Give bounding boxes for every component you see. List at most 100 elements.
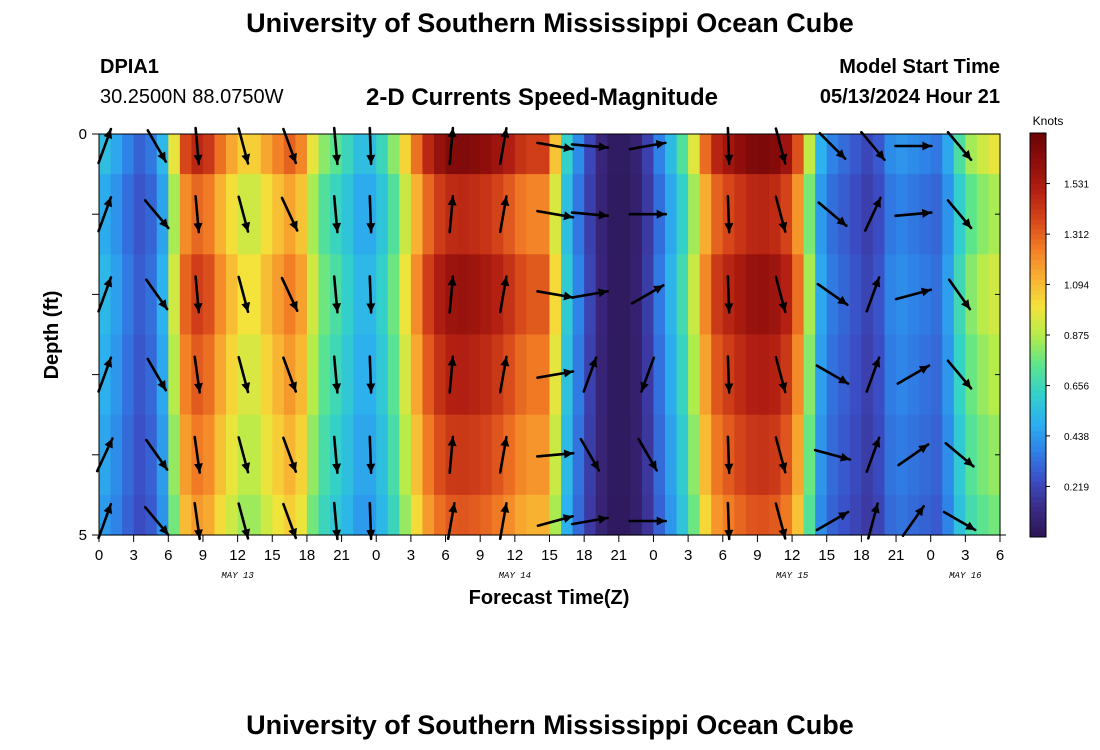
heatmap-cell	[272, 414, 285, 496]
heatmap-cell	[988, 254, 1001, 336]
heatmap-cell	[341, 134, 354, 175]
current-vector	[865, 436, 881, 474]
heatmap-cell	[526, 414, 539, 496]
current-vector	[815, 510, 850, 532]
heatmap-cell	[896, 134, 909, 175]
x-tick-label: 3	[684, 547, 692, 564]
colorbar-tick-label: 0.875	[1064, 331, 1089, 342]
heatmap-cell	[757, 174, 770, 255]
heatmap-cell	[226, 254, 239, 336]
heatmap-cell	[214, 174, 227, 255]
current-vector	[947, 278, 972, 311]
heatmap-cell	[133, 494, 146, 536]
colorbar-segment	[1030, 531, 1046, 538]
heatmap-cell	[468, 414, 481, 496]
heatmap-cell	[942, 414, 955, 496]
heatmap-cell	[930, 254, 943, 336]
colorbar-segment	[1030, 279, 1046, 285]
heatmap-cell	[537, 254, 551, 336]
heatmap-cell	[295, 334, 308, 416]
colorbar-segment	[1030, 375, 1046, 381]
current-vector	[193, 435, 203, 474]
x-axis: 0 3 6 9 12 15 18 21 0 3 6 9 12 15 18 21 0 3 6 9 12 15 18 21 0 3 6 M…	[95, 534, 1006, 581]
heatmap-cell	[514, 134, 527, 175]
heatmap-cell	[537, 134, 551, 175]
heatmap-cell	[433, 334, 447, 416]
heatmap-cell	[768, 254, 782, 336]
colorbar-segment	[1030, 228, 1046, 235]
station-coordinates: 30.2500N 88.0750W	[100, 86, 284, 108]
heatmap-cell	[688, 494, 701, 536]
heatmap-cell	[768, 414, 782, 496]
colorbar-segment	[1030, 314, 1046, 321]
heatmap-cell	[780, 414, 793, 496]
date-label: MAY 15	[776, 571, 809, 581]
heatmap-cell	[803, 334, 816, 416]
heatmap-cell	[249, 494, 262, 536]
heatmap-cell	[745, 134, 759, 175]
heatmap-cell	[665, 334, 678, 416]
heatmap-cell	[919, 494, 932, 536]
colorbar-segment	[1030, 304, 1046, 311]
heatmap-cell	[803, 174, 816, 255]
heatmap-cell	[156, 254, 169, 336]
current-vector	[366, 355, 376, 394]
colorbar-segment	[1030, 390, 1046, 397]
heatmap-cell	[849, 134, 862, 175]
current-vector	[897, 443, 930, 467]
heatmap-cell	[699, 134, 712, 175]
current-vector	[863, 196, 882, 232]
current-vector	[446, 501, 458, 541]
heatmap-cell	[491, 334, 504, 416]
y-axis-label: Depth (ft)	[41, 291, 63, 380]
heatmap-cell	[433, 254, 447, 336]
heatmap-cell	[815, 254, 828, 336]
heatmap-cell	[202, 494, 216, 536]
heatmap-cell	[318, 254, 331, 336]
heatmap-cell	[930, 334, 943, 416]
heatmap-cell	[953, 494, 966, 536]
current-vector	[146, 129, 168, 163]
colorbar-segment	[1030, 158, 1046, 164]
heatmap-cell	[457, 134, 470, 175]
heatmap-cell	[295, 414, 308, 496]
current-vector	[498, 355, 510, 394]
model-start-value: 05/13/2024 Hour 21	[819, 86, 1000, 108]
heatmap-cell	[665, 254, 678, 336]
heatmap-cell	[179, 134, 193, 175]
heatmap-cell	[526, 334, 539, 416]
current-vector	[332, 435, 342, 475]
heatmap-cell	[318, 134, 331, 175]
heatmap-cell	[572, 334, 585, 416]
heatmap-cell	[306, 334, 320, 416]
heatmap-cell	[202, 174, 216, 255]
x-tick-label: 15	[541, 547, 558, 564]
colorbar-segment	[1030, 239, 1046, 245]
current-vector	[143, 199, 170, 230]
colorbar-segment	[1030, 350, 1046, 356]
heatmap-cell	[711, 334, 724, 416]
heatmap-cell	[376, 254, 389, 336]
colorbar-segment	[1030, 446, 1046, 452]
heatmap-cell	[133, 414, 146, 496]
heatmap-cell	[376, 174, 389, 255]
heatmap-cell	[168, 174, 181, 255]
current-vector	[366, 194, 376, 234]
x-tick-label: 6	[441, 547, 449, 564]
colorbar-segment	[1030, 193, 1046, 200]
heatmap-cell	[468, 494, 481, 536]
heatmap-cell	[641, 494, 655, 536]
colorbar-segment	[1030, 153, 1046, 159]
current-vector	[237, 355, 251, 394]
colorbar-segment	[1030, 511, 1046, 518]
colorbar-segment	[1030, 269, 1046, 275]
heatmap-cell	[919, 134, 932, 175]
x-tick-label: 18	[299, 547, 316, 564]
colorbar-segment	[1030, 491, 1046, 498]
heatmap-cell	[376, 334, 389, 416]
heatmap-cell	[226, 334, 239, 416]
heatmap-cell	[907, 134, 920, 175]
current-vector	[894, 287, 933, 301]
heatmap-cell	[410, 334, 424, 416]
heatmap-cell	[792, 254, 805, 336]
